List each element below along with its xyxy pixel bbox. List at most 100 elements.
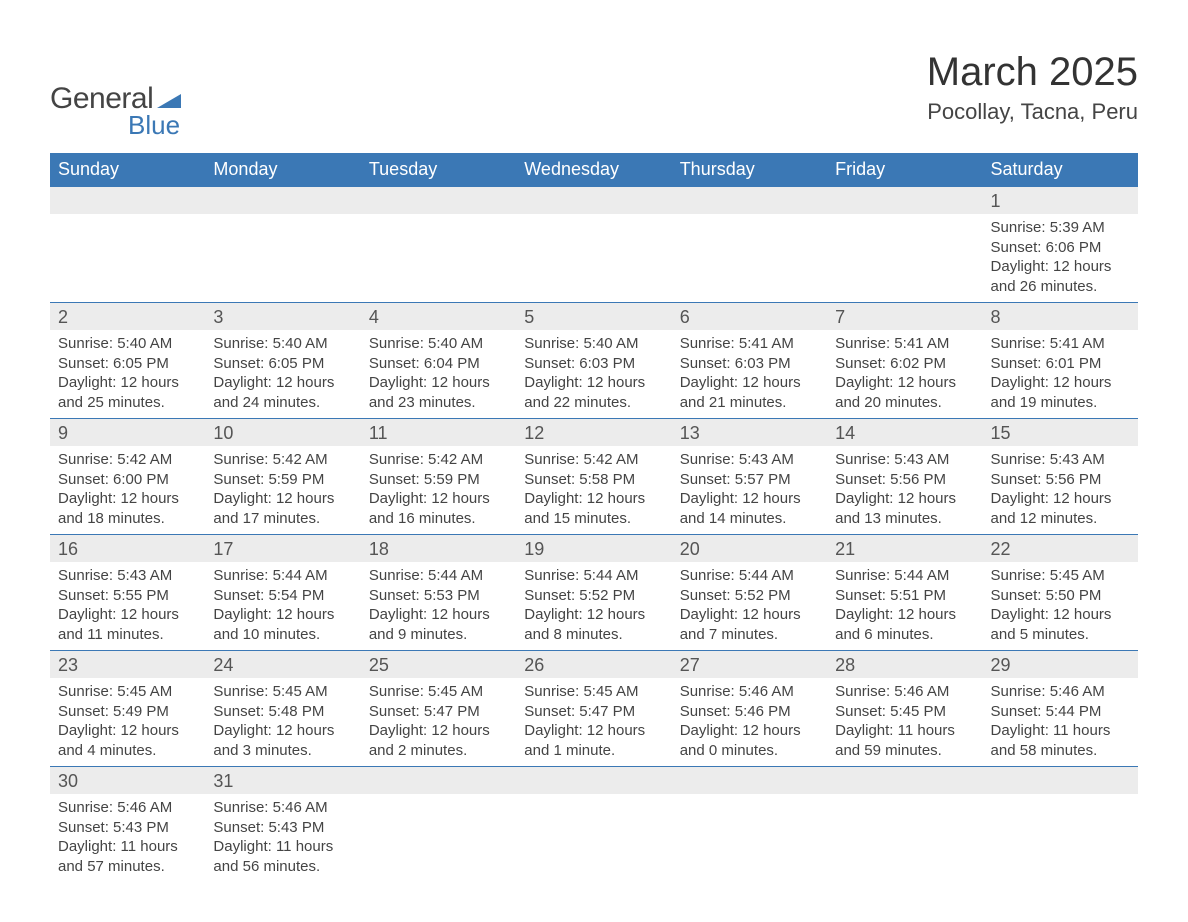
day-content: Sunrise: 5:46 AMSunset: 5:44 PMDaylight:…	[983, 678, 1138, 766]
day-line: Sunrise: 5:40 AM	[58, 334, 197, 354]
weekday-tuesday: Tuesday	[361, 153, 516, 187]
day-content	[361, 214, 516, 284]
day-number-cell: 6Sunrise: 5:41 AMSunset: 6:03 PMDaylight…	[672, 303, 827, 419]
day-content: Sunrise: 5:46 AMSunset: 5:43 PMDaylight:…	[50, 794, 205, 882]
day-content: Sunrise: 5:40 AMSunset: 6:05 PMDaylight:…	[205, 330, 360, 418]
weekday-thursday: Thursday	[672, 153, 827, 187]
weekday-friday: Friday	[827, 153, 982, 187]
day-line: Sunset: 5:51 PM	[835, 586, 974, 606]
day-number-cell: 1Sunrise: 5:39 AMSunset: 6:06 PMDaylight…	[983, 187, 1138, 303]
day-content: Sunrise: 5:42 AMSunset: 6:00 PMDaylight:…	[50, 446, 205, 534]
day-content: Sunrise: 5:39 AMSunset: 6:06 PMDaylight:…	[983, 214, 1138, 302]
day-number-cell: 14Sunrise: 5:43 AMSunset: 5:56 PMDayligh…	[827, 419, 982, 535]
day-number-cell: 12Sunrise: 5:42 AMSunset: 5:58 PMDayligh…	[516, 419, 671, 535]
day-content	[827, 214, 982, 284]
day-content: Sunrise: 5:45 AMSunset: 5:49 PMDaylight:…	[50, 678, 205, 766]
day-content: Sunrise: 5:43 AMSunset: 5:56 PMDaylight:…	[827, 446, 982, 534]
weekday-sunday: Sunday	[50, 153, 205, 187]
day-number-cell	[361, 187, 516, 303]
day-content	[672, 794, 827, 864]
day-number-cell: 29Sunrise: 5:46 AMSunset: 5:44 PMDayligh…	[983, 651, 1138, 767]
day-number-cell: 7Sunrise: 5:41 AMSunset: 6:02 PMDaylight…	[827, 303, 982, 419]
day-number: 14	[827, 419, 982, 446]
day-line: Daylight: 12 hours and 18 minutes.	[58, 489, 197, 528]
day-line: Sunrise: 5:42 AM	[369, 450, 508, 470]
day-number-cell: 4Sunrise: 5:40 AMSunset: 6:04 PMDaylight…	[361, 303, 516, 419]
day-line: Daylight: 12 hours and 19 minutes.	[991, 373, 1130, 412]
day-line: Daylight: 12 hours and 11 minutes.	[58, 605, 197, 644]
day-line: Sunset: 5:47 PM	[524, 702, 663, 722]
day-line: Sunset: 5:56 PM	[991, 470, 1130, 490]
day-number-cell: 17Sunrise: 5:44 AMSunset: 5:54 PMDayligh…	[205, 535, 360, 651]
day-line: Sunrise: 5:39 AM	[991, 218, 1130, 238]
week-daynum-row: 30Sunrise: 5:46 AMSunset: 5:43 PMDayligh…	[50, 767, 1138, 883]
week-daynum-row: 23Sunrise: 5:45 AMSunset: 5:49 PMDayligh…	[50, 651, 1138, 767]
day-content: Sunrise: 5:44 AMSunset: 5:52 PMDaylight:…	[516, 562, 671, 650]
day-line: Sunset: 5:55 PM	[58, 586, 197, 606]
day-line: Sunset: 6:06 PM	[991, 238, 1130, 258]
day-number: 31	[205, 767, 360, 794]
day-line: Sunrise: 5:43 AM	[991, 450, 1130, 470]
day-line: Daylight: 12 hours and 23 minutes.	[369, 373, 508, 412]
day-number-cell	[827, 767, 982, 883]
day-number	[516, 767, 671, 794]
day-number-cell	[50, 187, 205, 303]
day-content	[827, 794, 982, 864]
day-line: Daylight: 12 hours and 22 minutes.	[524, 373, 663, 412]
day-number	[516, 187, 671, 214]
day-line: Sunset: 5:46 PM	[680, 702, 819, 722]
day-line: Sunset: 6:05 PM	[213, 354, 352, 374]
day-line: Sunrise: 5:45 AM	[991, 566, 1130, 586]
logo-triangle-icon	[157, 90, 181, 108]
day-content	[516, 214, 671, 284]
day-line: Sunrise: 5:45 AM	[369, 682, 508, 702]
day-content: Sunrise: 5:44 AMSunset: 5:51 PMDaylight:…	[827, 562, 982, 650]
day-content: Sunrise: 5:46 AMSunset: 5:46 PMDaylight:…	[672, 678, 827, 766]
day-line: Sunrise: 5:44 AM	[835, 566, 974, 586]
day-line: Daylight: 12 hours and 8 minutes.	[524, 605, 663, 644]
day-number-cell: 11Sunrise: 5:42 AMSunset: 5:59 PMDayligh…	[361, 419, 516, 535]
day-number: 13	[672, 419, 827, 446]
day-line: Daylight: 12 hours and 9 minutes.	[369, 605, 508, 644]
day-line: Sunset: 5:58 PM	[524, 470, 663, 490]
day-line: Sunset: 5:54 PM	[213, 586, 352, 606]
day-number: 24	[205, 651, 360, 678]
day-line: Daylight: 12 hours and 25 minutes.	[58, 373, 197, 412]
day-content: Sunrise: 5:44 AMSunset: 5:52 PMDaylight:…	[672, 562, 827, 650]
day-line: Daylight: 12 hours and 12 minutes.	[991, 489, 1130, 528]
day-line: Sunset: 6:05 PM	[58, 354, 197, 374]
day-number-cell	[361, 767, 516, 883]
day-content: Sunrise: 5:40 AMSunset: 6:05 PMDaylight:…	[50, 330, 205, 418]
day-number-cell	[672, 187, 827, 303]
day-line: Daylight: 12 hours and 2 minutes.	[369, 721, 508, 760]
day-line: Sunrise: 5:43 AM	[835, 450, 974, 470]
day-number-cell: 15Sunrise: 5:43 AMSunset: 5:56 PMDayligh…	[983, 419, 1138, 535]
day-number: 1	[983, 187, 1138, 214]
day-number: 21	[827, 535, 982, 562]
day-line: Sunset: 6:03 PM	[680, 354, 819, 374]
day-content: Sunrise: 5:41 AMSunset: 6:02 PMDaylight:…	[827, 330, 982, 418]
day-content	[983, 794, 1138, 864]
day-content: Sunrise: 5:46 AMSunset: 5:43 PMDaylight:…	[205, 794, 360, 882]
day-number-cell: 28Sunrise: 5:46 AMSunset: 5:45 PMDayligh…	[827, 651, 982, 767]
day-line: Daylight: 12 hours and 21 minutes.	[680, 373, 819, 412]
day-line: Daylight: 12 hours and 17 minutes.	[213, 489, 352, 528]
day-content	[672, 214, 827, 284]
calendar-body: 1Sunrise: 5:39 AMSunset: 6:06 PMDaylight…	[50, 187, 1138, 883]
day-number: 19	[516, 535, 671, 562]
day-line: Daylight: 11 hours and 58 minutes.	[991, 721, 1130, 760]
day-number: 26	[516, 651, 671, 678]
logo-text-blue: Blue	[128, 110, 181, 141]
day-line: Sunrise: 5:40 AM	[524, 334, 663, 354]
day-line: Sunrise: 5:42 AM	[524, 450, 663, 470]
day-number-cell	[672, 767, 827, 883]
day-line: Sunrise: 5:43 AM	[680, 450, 819, 470]
day-line: Daylight: 12 hours and 10 minutes.	[213, 605, 352, 644]
day-number-cell: 9Sunrise: 5:42 AMSunset: 6:00 PMDaylight…	[50, 419, 205, 535]
calendar-table: Sunday Monday Tuesday Wednesday Thursday…	[50, 153, 1138, 882]
day-number: 7	[827, 303, 982, 330]
day-number: 8	[983, 303, 1138, 330]
day-number: 29	[983, 651, 1138, 678]
day-number: 25	[361, 651, 516, 678]
day-number	[361, 767, 516, 794]
